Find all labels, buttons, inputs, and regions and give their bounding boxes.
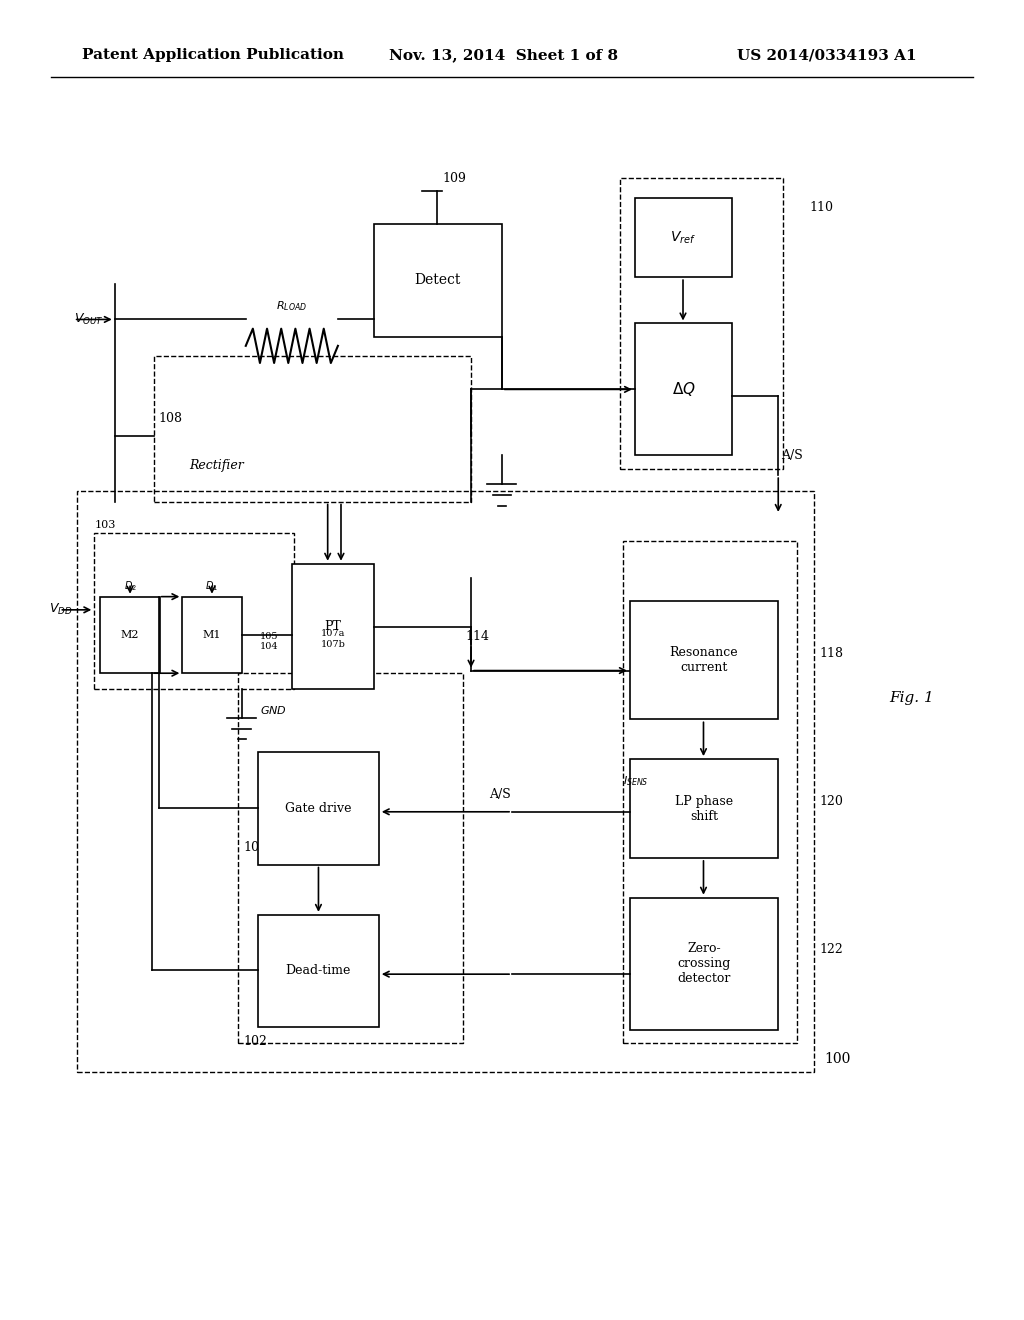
Text: Detect: Detect <box>415 273 461 288</box>
Bar <box>77 491 814 1072</box>
Text: A/S: A/S <box>489 788 511 801</box>
Text: $V_{ref}$: $V_{ref}$ <box>671 230 696 246</box>
Text: $GND$: $GND$ <box>260 704 287 717</box>
Text: $V_{OUT}$: $V_{OUT}$ <box>74 312 103 327</box>
Bar <box>374 224 502 337</box>
Text: Resonance
current: Resonance current <box>670 645 738 675</box>
Bar <box>620 178 783 469</box>
Text: 103: 103 <box>94 520 116 531</box>
Text: 120: 120 <box>819 795 843 808</box>
Text: Zero-
crossing
detector: Zero- crossing detector <box>677 942 731 985</box>
Text: 105: 105 <box>260 632 279 642</box>
Text: 109: 109 <box>442 172 466 185</box>
Bar <box>182 597 242 673</box>
Text: 104: 104 <box>260 643 279 652</box>
Text: $V_{DD}$: $V_{DD}$ <box>49 602 73 618</box>
Text: LP phase
shift: LP phase shift <box>675 795 733 822</box>
Text: $D_1$: $D_1$ <box>206 578 218 593</box>
Text: 108: 108 <box>159 412 182 425</box>
Bar <box>630 898 778 1030</box>
Text: 114: 114 <box>466 630 489 643</box>
Text: 102: 102 <box>244 1035 267 1048</box>
Bar <box>258 752 379 865</box>
Text: Nov. 13, 2014  Sheet 1 of 8: Nov. 13, 2014 Sheet 1 of 8 <box>389 49 618 62</box>
Text: 107a: 107a <box>321 630 345 639</box>
Text: 101: 101 <box>244 841 267 854</box>
Text: Gate drive: Gate drive <box>286 803 351 814</box>
Text: $I_{SENS}$: $I_{SENS}$ <box>623 775 648 788</box>
Text: 122: 122 <box>819 942 843 956</box>
Text: Dead-time: Dead-time <box>286 965 351 977</box>
Bar <box>635 198 732 277</box>
Text: 100: 100 <box>824 1052 851 1065</box>
Bar <box>623 541 797 1043</box>
Text: Fig. 1: Fig. 1 <box>889 692 934 705</box>
Bar <box>630 601 778 719</box>
Bar <box>635 323 732 455</box>
Text: $\Delta Q$: $\Delta Q$ <box>672 380 695 399</box>
Bar <box>94 533 294 689</box>
Text: M1: M1 <box>203 630 221 640</box>
Text: 107b: 107b <box>321 640 345 649</box>
Text: 118: 118 <box>819 647 843 660</box>
Text: Patent Application Publication: Patent Application Publication <box>82 49 344 62</box>
Text: US 2014/0334193 A1: US 2014/0334193 A1 <box>737 49 916 62</box>
Bar <box>630 759 778 858</box>
Bar <box>238 673 463 1043</box>
Text: 110: 110 <box>809 201 833 214</box>
Text: PT: PT <box>325 620 341 632</box>
Bar <box>100 597 160 673</box>
Text: Rectifier: Rectifier <box>189 458 244 471</box>
Text: $R_{LOAD}$: $R_{LOAD}$ <box>276 300 307 313</box>
Text: $D_2$: $D_2$ <box>124 578 136 593</box>
Text: M2: M2 <box>121 630 139 640</box>
Bar <box>154 356 471 502</box>
Bar <box>292 564 374 689</box>
Bar <box>258 915 379 1027</box>
Text: A/S: A/S <box>781 449 803 462</box>
